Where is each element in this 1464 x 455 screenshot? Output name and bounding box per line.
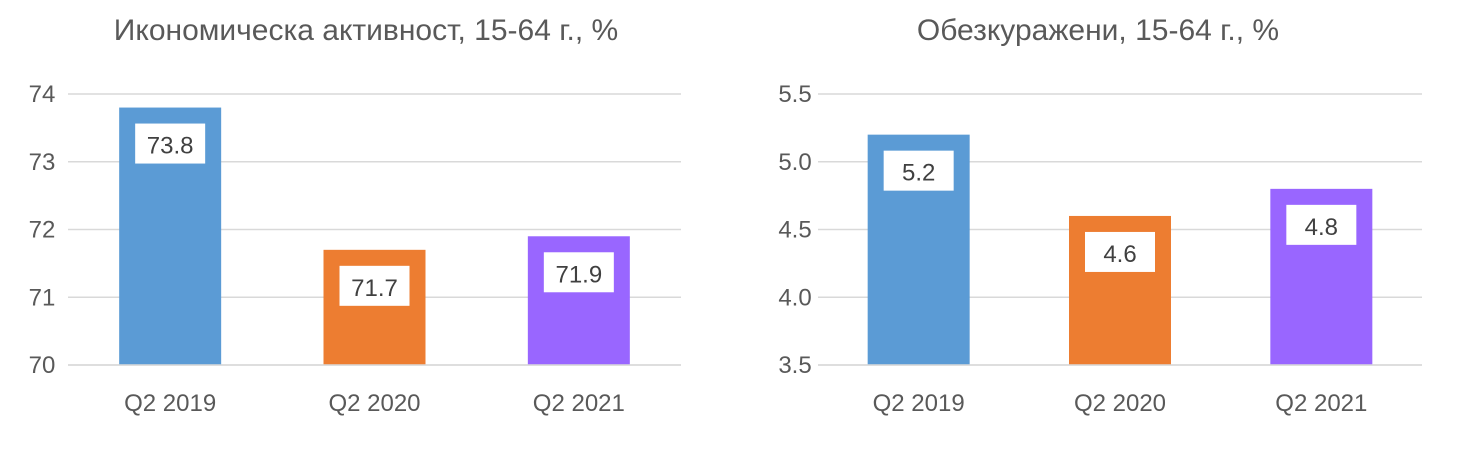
y-tick-label: 71	[29, 284, 56, 311]
data-label-box	[135, 123, 206, 164]
economic-activity-chart: Икономическа активност, 15-64 г., % 70 71…	[29, 14, 681, 417]
data-label: 71.7	[351, 275, 398, 302]
data-label: 4.6	[1103, 241, 1136, 268]
data-label: 73.8	[147, 133, 194, 160]
discouraged-chart: Обезкуражени, 15-64 г., % 3.5 4.0 4.5 5.0 5.…	[732, 0, 1464, 455]
y-tick-label: 5.0	[778, 149, 811, 176]
y-tick-label: 5.5	[778, 81, 811, 108]
x-tick-label: Q2 2020	[328, 390, 420, 417]
data-label-box	[883, 150, 954, 191]
chart-title: Обезкуражени, 15-64 г., %	[916, 14, 1280, 47]
x-tick-label: Q2 2019	[873, 390, 965, 417]
chart-plot-area: 3.5 4.0 4.5 5.0 5.5 5.2 Q2 2019 4.6 Q2 2020 4.8 Q2…	[778, 81, 1422, 417]
data-label-box	[1286, 204, 1357, 245]
y-tick-label: 73	[29, 149, 56, 176]
x-tick-label: Q2 2020	[1074, 390, 1166, 417]
x-tick-label: Q2 2019	[124, 390, 216, 417]
y-tick-label: 3.5	[778, 352, 811, 379]
y-tick-label: 72	[29, 217, 56, 244]
chart-title: Икономическа активност, 15-64 г., %	[113, 14, 619, 47]
data-label: 4.8	[1305, 214, 1338, 241]
data-label-box	[339, 265, 410, 306]
y-tick-label: 74	[29, 81, 56, 108]
y-tick-label: 4.0	[778, 284, 811, 311]
x-tick-label: Q2 2021	[1275, 390, 1367, 417]
data-label-box	[543, 252, 614, 293]
y-tick-label: 70	[29, 352, 56, 379]
data-label: 5.2	[902, 160, 935, 187]
data-label: 71.9	[555, 261, 602, 288]
y-tick-label: 4.5	[778, 217, 811, 244]
chart-plot-area: 70 71 72 73 74 73.8 Q2 2019 71.7 Q2 2020 71.9 Q2 2…	[29, 81, 681, 417]
data-label-box	[1085, 231, 1155, 272]
x-tick-label: Q2 2021	[533, 390, 625, 417]
